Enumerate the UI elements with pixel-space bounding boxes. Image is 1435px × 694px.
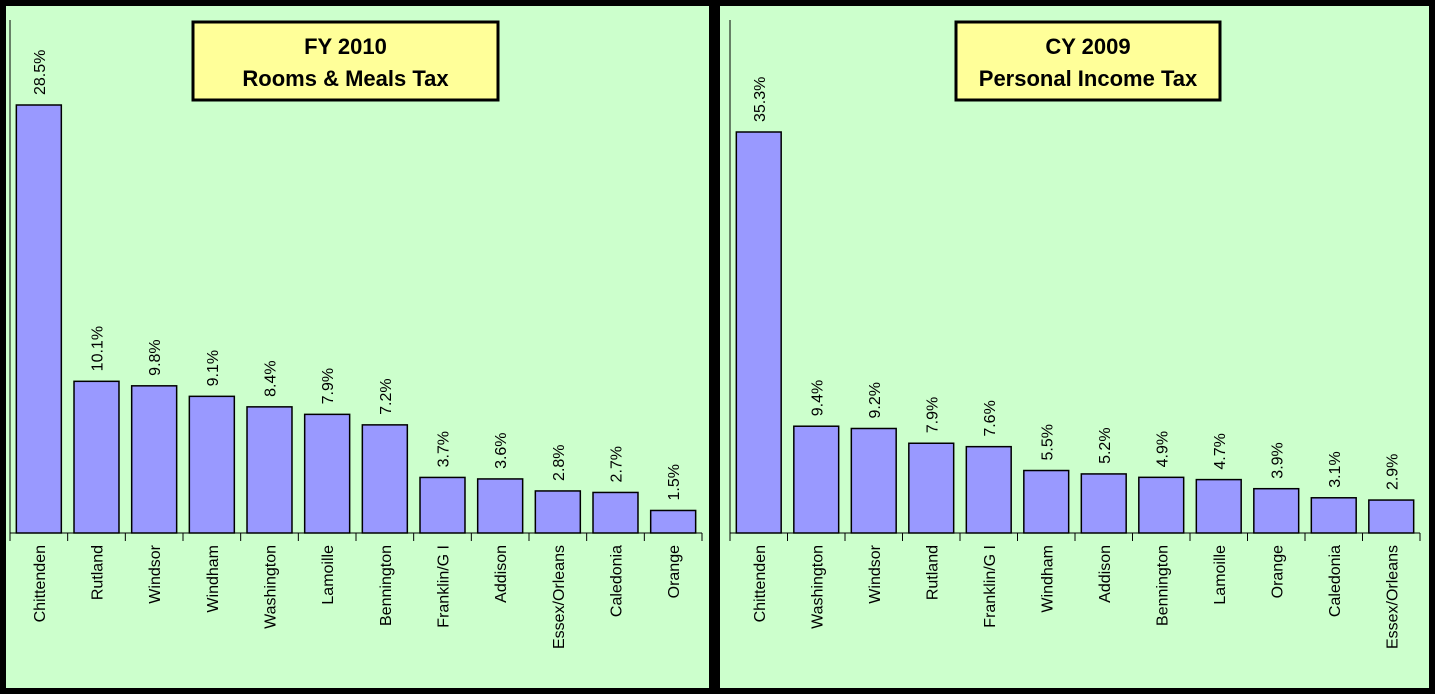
- panel: [0, 0, 715, 694]
- x-tick-label: Rutland: [924, 545, 941, 600]
- x-tick-label: Lamoille: [320, 545, 337, 605]
- x-tick-label: Essex/Orleans: [1384, 545, 1401, 649]
- value-label: 9.1%: [205, 350, 222, 386]
- value-label: 10.1%: [90, 326, 107, 371]
- x-tick-label: Essex/Orleans: [551, 545, 568, 649]
- bar: [1138, 476, 1185, 534]
- x-tick-label: Orange: [1269, 545, 1286, 598]
- value-label: 7.9%: [924, 397, 941, 433]
- value-label: 35.3%: [752, 77, 769, 122]
- x-tick-label: Addison: [1097, 545, 1114, 603]
- x-tick-label: Franklin/G I: [982, 545, 999, 628]
- bar: [908, 442, 955, 534]
- x-tick-label: Windham: [1039, 545, 1056, 613]
- value-label: 3.7%: [436, 431, 453, 467]
- bar: [130, 385, 178, 534]
- value-label: 9.2%: [867, 382, 884, 418]
- x-tick-label: Addison: [493, 545, 510, 603]
- bar: [246, 406, 293, 534]
- bar: [592, 491, 639, 534]
- bar: [649, 509, 697, 534]
- title-box: [191, 20, 500, 102]
- bar: [534, 490, 582, 534]
- x-tick-label: Chittenden: [752, 545, 769, 622]
- value-label: 2.9%: [1384, 454, 1401, 490]
- value-label: 8.4%: [263, 360, 280, 396]
- chart-subtitle: Rooms & Meals Tax: [242, 66, 449, 91]
- bar: [303, 413, 351, 534]
- x-tick-label: Washington: [263, 545, 280, 629]
- x-tick-label: Bennington: [378, 545, 395, 626]
- x-tick-label: Bennington: [1154, 545, 1171, 626]
- value-label: 2.8%: [551, 444, 568, 480]
- x-tick-label: Caledonia: [1327, 545, 1344, 617]
- x-tick-label: Caledonia: [609, 545, 626, 617]
- bar: [1253, 487, 1300, 534]
- bar: [1080, 473, 1127, 534]
- bar: [965, 445, 1012, 534]
- x-tick-label: Franklin/G I: [436, 545, 453, 628]
- bar: [419, 476, 466, 534]
- bar: [793, 425, 840, 534]
- bar: [476, 478, 524, 534]
- chart-subtitle: Personal Income Tax: [979, 66, 1198, 91]
- value-label: 7.6%: [982, 400, 999, 436]
- value-label: 5.5%: [1039, 424, 1056, 460]
- value-label: 3.9%: [1269, 442, 1286, 478]
- chart-title: FY 2010: [304, 34, 387, 59]
- x-tick-label: Windsor: [147, 544, 164, 603]
- bar: [188, 395, 236, 534]
- value-label: 4.7%: [1212, 433, 1229, 469]
- bar: [1310, 497, 1357, 534]
- value-label: 7.9%: [320, 368, 337, 404]
- bar: [73, 380, 120, 534]
- chart-title: CY 2009: [1045, 34, 1130, 59]
- x-tick-label: Chittenden: [32, 545, 49, 622]
- bar: [1195, 478, 1242, 534]
- bar: [1023, 469, 1070, 534]
- bar: [735, 131, 782, 534]
- x-tick-label: Windham: [205, 545, 222, 613]
- panel: [714, 0, 1435, 694]
- bar: [850, 427, 897, 534]
- value-label: 9.8%: [147, 339, 164, 375]
- value-label: 3.6%: [493, 432, 510, 468]
- bar: [1368, 499, 1415, 534]
- value-label: 28.5%: [32, 50, 49, 95]
- value-label: 1.5%: [666, 464, 683, 500]
- value-label: 3.1%: [1327, 451, 1344, 487]
- value-label: 7.2%: [378, 378, 395, 414]
- x-tick-label: Windsor: [867, 544, 884, 603]
- value-label: 5.2%: [1097, 427, 1114, 463]
- x-tick-label: Lamoille: [1212, 545, 1229, 605]
- bar: [361, 424, 409, 534]
- value-label: 4.9%: [1154, 431, 1171, 467]
- value-label: 2.7%: [609, 446, 626, 482]
- x-tick-label: Washington: [809, 545, 826, 629]
- bar: [15, 104, 63, 534]
- x-tick-label: Rutland: [90, 545, 107, 600]
- x-tick-label: Orange: [666, 545, 683, 598]
- value-label: 9.4%: [809, 380, 826, 416]
- title-box: [954, 20, 1222, 102]
